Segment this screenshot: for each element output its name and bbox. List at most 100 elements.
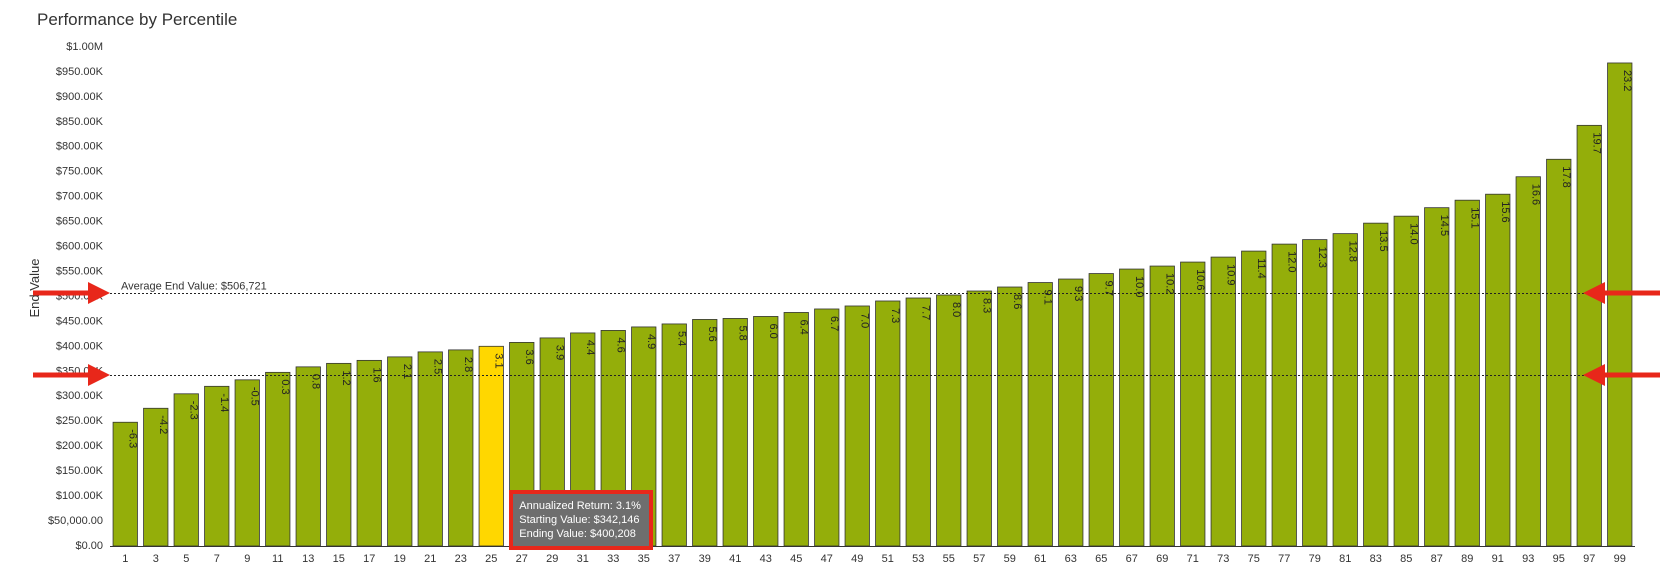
bar	[1149, 265, 1175, 547]
bar-value-label: 15.1	[1468, 207, 1480, 228]
bar-value-label: 8.3	[980, 298, 992, 313]
bar	[783, 312, 809, 547]
bar-value-label: 14.0	[1407, 223, 1419, 244]
bar-value-label: 23.2	[1621, 70, 1633, 91]
bar-value-label: 4.9	[645, 334, 657, 349]
y-axis-title: End Value	[27, 258, 42, 317]
bar-value-label: 13.5	[1377, 230, 1389, 251]
bar-value-label: 15.6	[1499, 201, 1511, 222]
reference-lines: Average End Value: $506,721	[110, 281, 1660, 376]
bar	[204, 385, 230, 547]
bar-value-label: 12.0	[1285, 251, 1297, 272]
bar	[1058, 278, 1084, 547]
bar	[326, 362, 352, 547]
bar-value-label: -0.5	[248, 387, 260, 406]
bar-value-label: 10.0	[1133, 276, 1145, 297]
bar	[875, 300, 901, 547]
x-tick-label: 67	[1126, 553, 1138, 565]
bar-value-label: 8.6	[1011, 294, 1023, 309]
bar-value-label: 19.7	[1590, 132, 1602, 153]
bar	[1027, 282, 1053, 547]
bar	[1088, 273, 1114, 547]
y-tick-label: $150.00K	[56, 465, 104, 477]
tooltip-line-start: Starting Value: $342,146	[519, 514, 640, 526]
x-tick-label: 7	[214, 553, 220, 565]
x-tick-label: 15	[333, 553, 345, 565]
x-tick-label: 51	[882, 553, 894, 565]
bar	[661, 323, 687, 547]
bar	[448, 349, 474, 547]
y-tick-label: $1.00M	[66, 41, 103, 53]
bar-value-label: -4.2	[157, 415, 169, 434]
x-tick-label: 39	[699, 553, 711, 565]
bar	[692, 319, 718, 547]
bar	[417, 351, 443, 547]
bar-value-label: 4.6	[614, 337, 626, 352]
bar-value-label: 12.8	[1346, 241, 1358, 262]
y-axis: $0.00 $50,000.00 $100.00K $150.00K $200.00K $…	[48, 41, 104, 552]
reference-line-label: Average End Value: $506,721	[121, 281, 267, 293]
annotation-arrows	[33, 282, 1660, 386]
x-tick-label: 55	[943, 553, 955, 565]
x-tick-label: 25	[485, 553, 497, 565]
x-tick-label: 9	[244, 553, 250, 565]
y-tick-label: $50,000.00	[48, 515, 103, 527]
x-tick-label: 41	[729, 553, 741, 565]
x-tick-label: 23	[455, 553, 467, 565]
bar	[753, 316, 779, 547]
y-tick-label: $450.00K	[56, 315, 104, 327]
bar	[905, 297, 931, 547]
x-tick-label: 13	[302, 553, 314, 565]
x-tick-label: 59	[1004, 553, 1016, 565]
bar-value-label: 7.3	[889, 308, 901, 323]
y-tick-label: $100.00K	[56, 490, 104, 502]
y-tick-label: $250.00K	[56, 415, 104, 427]
bar	[1515, 176, 1541, 547]
bar	[234, 379, 260, 547]
bar-value-label: 9.3	[1072, 286, 1084, 301]
bar-value-label: 10.6	[1194, 269, 1206, 290]
arrow-right-head	[88, 364, 110, 386]
bar-value-label: 16.6	[1529, 184, 1541, 205]
arrow-left-head	[1583, 364, 1605, 386]
bar-value-label: 3.6	[523, 349, 535, 364]
x-tick-label: 63	[1065, 553, 1077, 565]
x-tick-label: 89	[1461, 553, 1473, 565]
x-tick-label: 53	[912, 553, 924, 565]
arrow-left-head	[1583, 282, 1605, 304]
x-tick-label: 3	[153, 553, 159, 565]
bar-value-label: 5.8	[736, 325, 748, 340]
bar	[1119, 268, 1145, 547]
y-tick-label: $850.00K	[56, 116, 104, 128]
x-tick-label: 31	[577, 553, 589, 565]
bar	[844, 305, 870, 547]
bar-value-label: 9.7	[1102, 281, 1114, 296]
x-tick-label: 61	[1034, 553, 1046, 565]
x-tick-label: 35	[638, 553, 650, 565]
x-tick-label: 45	[790, 553, 802, 565]
bar-value-label: 10.2	[1163, 273, 1175, 294]
y-tick-label: $200.00K	[56, 440, 104, 452]
x-tick-label: 1	[122, 553, 128, 565]
tooltip-line-end: Ending Value: $400,208	[519, 528, 636, 540]
x-tick-label: 49	[851, 553, 863, 565]
x-tick-label: 79	[1309, 553, 1321, 565]
x-tick-label: 47	[821, 553, 833, 565]
bar-value-label: 11.4	[1255, 258, 1267, 279]
bar-value-label: 12.3	[1316, 247, 1328, 268]
bar	[1454, 199, 1480, 547]
bar-value-label: 5.4	[675, 331, 687, 346]
bar	[966, 290, 992, 547]
x-tick-label: 97	[1583, 553, 1595, 565]
bar-value-label: 3.9	[553, 345, 565, 360]
x-tick-label: 57	[973, 553, 985, 565]
bar-value-label: 5.6	[706, 326, 718, 341]
x-tick-label: 85	[1400, 553, 1412, 565]
bar	[387, 356, 413, 547]
bar	[1363, 222, 1389, 547]
x-tick-label: 87	[1431, 553, 1443, 565]
bar-value-label: 2.8	[462, 357, 474, 372]
bar-value-label: 6.7	[828, 316, 840, 331]
bar-value-label: 8.0	[950, 302, 962, 317]
x-tick-label: 71	[1187, 553, 1199, 565]
